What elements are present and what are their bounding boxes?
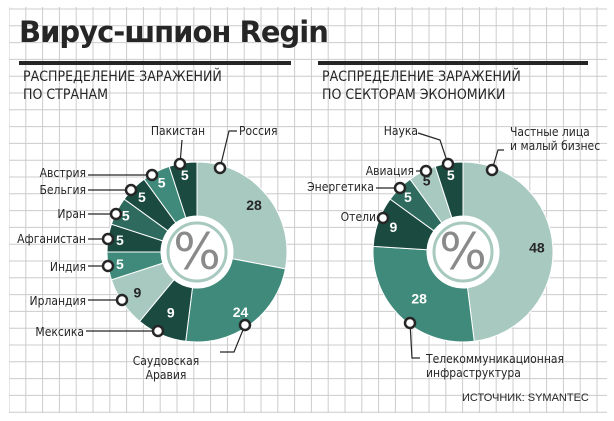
- slice-category-label: Пакистан: [151, 124, 205, 138]
- leader-line: [219, 130, 237, 169]
- slice-value-label: 5: [423, 173, 431, 189]
- callout-marker: [101, 232, 115, 246]
- slice-value-label: 5: [447, 167, 455, 183]
- slice-value-label: 24: [233, 304, 249, 320]
- sectors-donut-chart: 48 Частные лица и малый бизнес 28 Телекоммун…: [307, 124, 600, 380]
- callout-marker: [403, 316, 417, 330]
- callout-marker: [238, 318, 252, 332]
- callout-marker: [376, 211, 390, 225]
- slice-value-label: 9: [389, 219, 397, 235]
- callout-marker: [151, 324, 165, 338]
- leader-line: [491, 149, 504, 171]
- slice-category-label: Частные лица и малый бизнес: [510, 125, 600, 153]
- countries-donut-chart: 28 Россия 24 Саудовская Аравия 9 Мексика 9 Ирлан…: [17, 124, 288, 382]
- slice-category-label: Австрия: [40, 166, 86, 180]
- callout-marker: [101, 259, 115, 273]
- callout-marker: [441, 157, 455, 171]
- left-rule: [19, 61, 291, 65]
- donut-hole: [161, 216, 233, 288]
- slice-value-label: 9: [167, 305, 175, 321]
- donut-inner-ring: [432, 221, 494, 283]
- callout-marker: [213, 161, 227, 175]
- slice-value-label: 28: [411, 291, 427, 307]
- callout-marker: [124, 183, 138, 197]
- slice-value-label: 5: [116, 256, 124, 272]
- right-subtitle-line-2: ПО СЕКТОРАМ ЭКОНОМИКИ: [322, 87, 506, 103]
- percent-symbol: %: [439, 223, 487, 281]
- slice-category-label: Мексика: [35, 325, 84, 339]
- callout-marker: [419, 164, 433, 178]
- slice-category-label: Россия: [239, 124, 278, 138]
- slice-value-label: 5: [181, 167, 189, 183]
- slice-category-label: Афганистан: [17, 232, 86, 246]
- right-chart-subtitle: РАСПРЕДЕЛЕНИЕ ЗАРАЖЕНИЙ ПО СЕКТОРАМ ЭКОН…: [322, 68, 521, 104]
- callout-marker: [109, 207, 123, 221]
- slice-category-label: Саудовская Аравия: [133, 354, 200, 382]
- slice-category-label: Иран: [57, 207, 86, 221]
- callout-marker: [485, 163, 499, 177]
- page-title: Вирус-шпион Regin: [19, 15, 329, 49]
- leader-line: [417, 132, 449, 165]
- slice-category-label: Телекоммуникационная инфраструктура: [425, 352, 564, 380]
- slice-category-label: Авиация: [366, 164, 414, 178]
- slice-value-label: 9: [134, 284, 142, 300]
- left-subtitle-line-1: РАСПРЕДЕЛЕНИЕ ЗАРАЖЕНИЙ: [23, 69, 222, 85]
- left-subtitle-line-2: ПО СТРАНАМ: [23, 87, 109, 103]
- slice-value-label: 5: [404, 189, 412, 205]
- donut-inner-ring: [166, 221, 228, 283]
- callout-marker: [145, 168, 159, 182]
- slice-value-label: 5: [122, 208, 130, 224]
- source-credit: ИСТОЧНИК: SYMANTEC: [462, 392, 589, 404]
- slice-category-label: Индия: [50, 260, 86, 274]
- slice-category-label: Наука: [384, 124, 418, 138]
- slice-category-label: Энергетика: [307, 180, 374, 194]
- callout-marker: [393, 181, 407, 195]
- slice-value-label: 28: [246, 197, 262, 213]
- percent-symbol: %: [173, 223, 221, 281]
- slice-value-label: 48: [529, 239, 545, 255]
- left-chart-subtitle: РАСПРЕДЕЛЕНИЕ ЗАРАЖЕНИЙ ПО СТРАНАМ: [23, 68, 222, 104]
- callout-marker: [173, 157, 187, 171]
- slice-category-label: Отели: [341, 210, 376, 224]
- slice-category-label: Бельгия: [40, 183, 87, 197]
- donut-hole: [427, 216, 499, 288]
- callout-marker: [115, 293, 129, 307]
- slice-value-label: 5: [158, 175, 166, 191]
- right-rule: [318, 61, 588, 65]
- slice-value-label: 5: [138, 189, 146, 205]
- leader-line: [220, 324, 246, 353]
- slice-category-label: Ирландия: [30, 294, 86, 308]
- right-subtitle-line-1: РАСПРЕДЕЛЕНИЕ ЗАРАЖЕНИЙ: [322, 69, 521, 85]
- slice-value-label: 5: [116, 232, 124, 248]
- leader-line: [409, 322, 420, 359]
